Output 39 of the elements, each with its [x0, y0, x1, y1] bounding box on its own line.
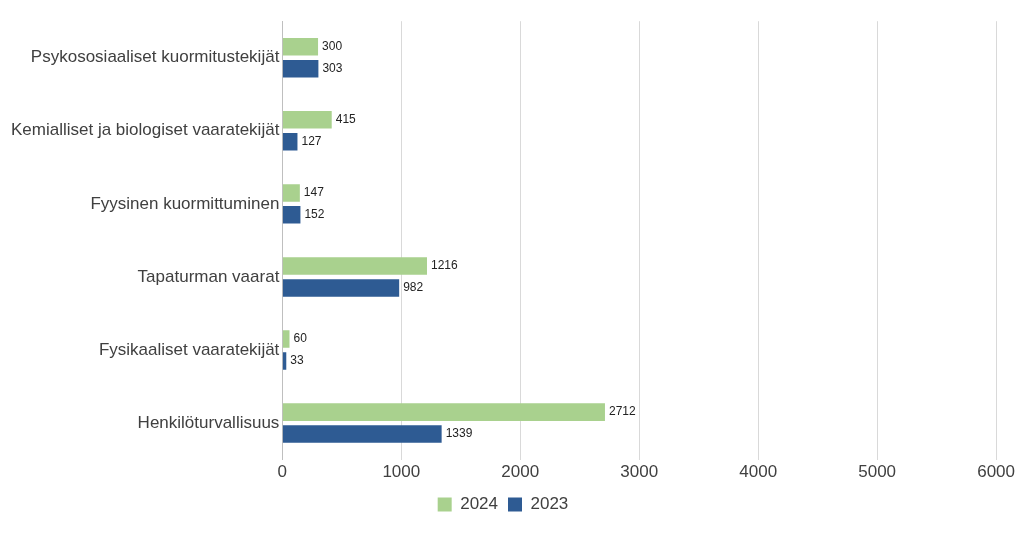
x-tick-label: 1000 [382, 462, 421, 482]
data-label: 415 [335, 112, 357, 127]
bar [282, 132, 298, 151]
bar [282, 425, 442, 443]
legend-label: 2024 [460, 494, 499, 514]
bar [282, 352, 287, 370]
data-label: 152 [304, 207, 325, 222]
data-label: 33 [290, 353, 304, 368]
data-label: 60 [293, 331, 308, 346]
x-tick-label: 4000 [739, 462, 778, 482]
y-tick-label: Psykososiaaliset kuormitustekijät [30, 47, 280, 67]
bar [282, 59, 319, 78]
bar [282, 206, 301, 224]
y-tick-label: Tapaturman vaarat [137, 266, 280, 286]
x-tick-label: 6000 [977, 462, 1015, 482]
bar [282, 330, 290, 348]
data-label: 1216 [431, 258, 459, 273]
x-tick-label: 3000 [620, 462, 659, 482]
y-tick-label: Kemialliset ja biologiset vaaratekijät [11, 120, 280, 140]
data-label: 300 [322, 39, 343, 54]
y-tick-label: Fysikaaliset vaaratekijät [98, 339, 280, 359]
y-tick-label: Henkilöturvallisuus [137, 412, 280, 432]
legend-label: 2023 [530, 494, 569, 514]
data-label: 2712 [608, 404, 636, 419]
bar [282, 111, 332, 129]
x-tick-label: 0 [277, 462, 288, 482]
data-label: 127 [301, 134, 322, 149]
bar [282, 184, 300, 202]
data-label: 303 [322, 61, 343, 76]
data-label: 1339 [445, 426, 473, 441]
data-label: 982 [403, 280, 424, 295]
data-label: 147 [303, 185, 325, 200]
bar [282, 279, 400, 297]
bar [282, 403, 605, 421]
x-tick-label: 5000 [858, 462, 897, 482]
x-tick-label: 2000 [501, 462, 540, 482]
y-tick-label: Fyysinen kuormittuminen [90, 193, 280, 213]
bar [282, 38, 319, 56]
bar [282, 257, 428, 275]
